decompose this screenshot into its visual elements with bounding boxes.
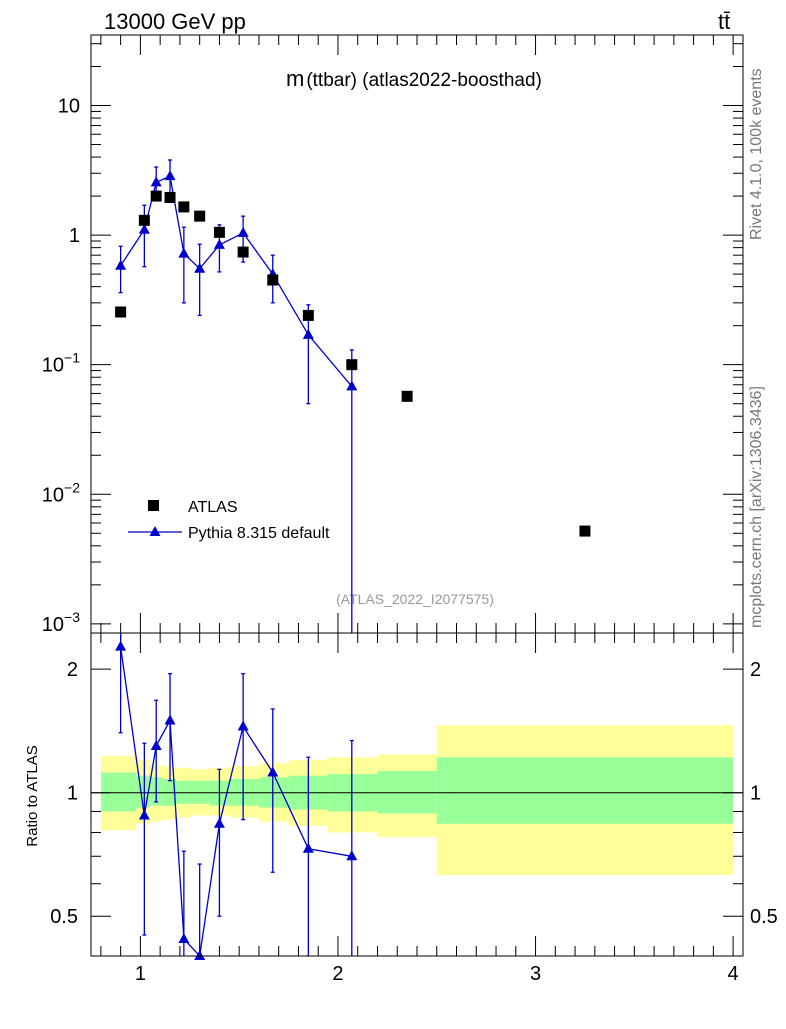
ratio-point — [267, 766, 279, 777]
mc-point — [346, 380, 358, 391]
data-point — [115, 306, 127, 318]
ratio-band-inner — [191, 780, 210, 804]
ratio-x-tick-label: 2 — [332, 963, 343, 985]
ratio-point — [237, 720, 249, 731]
data-point — [302, 309, 314, 321]
ratio-panel: 0.5 0.5 1 1 2 2 1 2 3 4 — [50, 632, 778, 985]
ratio-band-inner — [377, 770, 437, 814]
process-label: tt̄ — [718, 9, 730, 34]
ratio-point — [164, 714, 176, 725]
main-y-tick-label: 10−2 — [42, 479, 80, 506]
data-point — [237, 246, 249, 258]
energy-label: 13000 GeV pp — [104, 9, 246, 34]
ratio-y-tick-label-left: 0.5 — [50, 906, 78, 928]
mc-point — [138, 223, 150, 234]
ratio-point — [194, 950, 206, 960]
legend-atlas-label: ATLAS — [188, 499, 238, 516]
main-y-tick-label: 10−3 — [42, 609, 80, 636]
analysis-label: (ATLAS_2022_I2077575) — [336, 591, 494, 607]
ratio-y-tick-label-right: 0.5 — [750, 906, 778, 928]
data-point — [194, 210, 206, 222]
ratio-band-inner — [100, 772, 137, 812]
ratio-y-tick-label-left: 2 — [67, 659, 78, 681]
ratio-point — [346, 850, 358, 861]
plot-title-rest: (ttbar) (atlas2022-boosthad) — [306, 70, 542, 91]
ratio-series — [115, 633, 358, 960]
ratio-point — [150, 739, 162, 750]
ratio-frame — [90, 632, 744, 957]
ratio-x-tick-label: 4 — [728, 963, 739, 985]
data-point — [579, 525, 591, 537]
legend-mc-label: Pythia 8.315 default — [188, 525, 330, 542]
mc-point — [194, 262, 206, 273]
main-axis-ticks — [91, 35, 743, 633]
main-y-tick-labels: 10 1 10−1 10−2 10−3 — [42, 96, 80, 636]
data-point — [138, 214, 150, 226]
data-series — [115, 190, 591, 537]
main-y-tick-label: 1 — [69, 225, 80, 247]
ratio-point — [115, 640, 127, 651]
data-point — [213, 226, 225, 238]
ratio-point — [138, 809, 150, 820]
ratio-y-tick-label-left: 1 — [67, 783, 78, 805]
ratio-tick-labels: 0.5 0.5 1 1 2 2 1 2 3 4 — [50, 659, 778, 985]
legend-mc-marker — [149, 526, 161, 536]
ratio-band-inner — [436, 757, 734, 824]
rivet-version-label: Rivet 4.1.0, 100k events — [748, 68, 765, 240]
main-panel: 10 1 10−1 10−2 10−3 — [42, 34, 744, 636]
legend: ATLAS Pythia 8.315 default — [128, 499, 330, 542]
data-point — [164, 192, 176, 204]
mc-point — [302, 328, 314, 339]
data-point — [346, 359, 358, 371]
main-y-tick-label: 10 — [58, 96, 80, 118]
ratio-x-tick-label: 1 — [135, 963, 146, 985]
plot-title: m (ttbar) (atlas2022-boosthad) — [286, 66, 542, 91]
mc-point — [115, 259, 127, 270]
ratio-y-tick-label-right: 1 — [750, 783, 761, 805]
data-point — [401, 390, 413, 402]
main-y-tick-label: 10−1 — [42, 350, 80, 377]
mc-point — [237, 226, 249, 237]
data-point — [178, 201, 190, 213]
ratio-x-tick-label: 3 — [530, 963, 541, 985]
ratio-axis-ticks — [91, 633, 743, 957]
ratio-point — [302, 842, 314, 853]
mc-point — [150, 176, 162, 187]
data-point — [267, 274, 279, 286]
mc-point — [178, 247, 190, 258]
ratio-band-inner — [175, 780, 192, 804]
ratio-point — [178, 933, 190, 944]
mc-point — [213, 238, 225, 249]
ratio-y-tick-label-right: 2 — [750, 659, 761, 681]
mc-point — [164, 170, 176, 181]
legend-atlas-marker — [148, 500, 159, 511]
ratio-y-axis-label: Ratio to ATLAS — [24, 745, 41, 846]
plot-title-m: m — [286, 66, 304, 91]
mcplots-label: mcplots.cern.ch [arXiv:1306.3436] — [748, 386, 765, 628]
data-point — [150, 190, 162, 202]
ratio-point — [213, 817, 225, 828]
